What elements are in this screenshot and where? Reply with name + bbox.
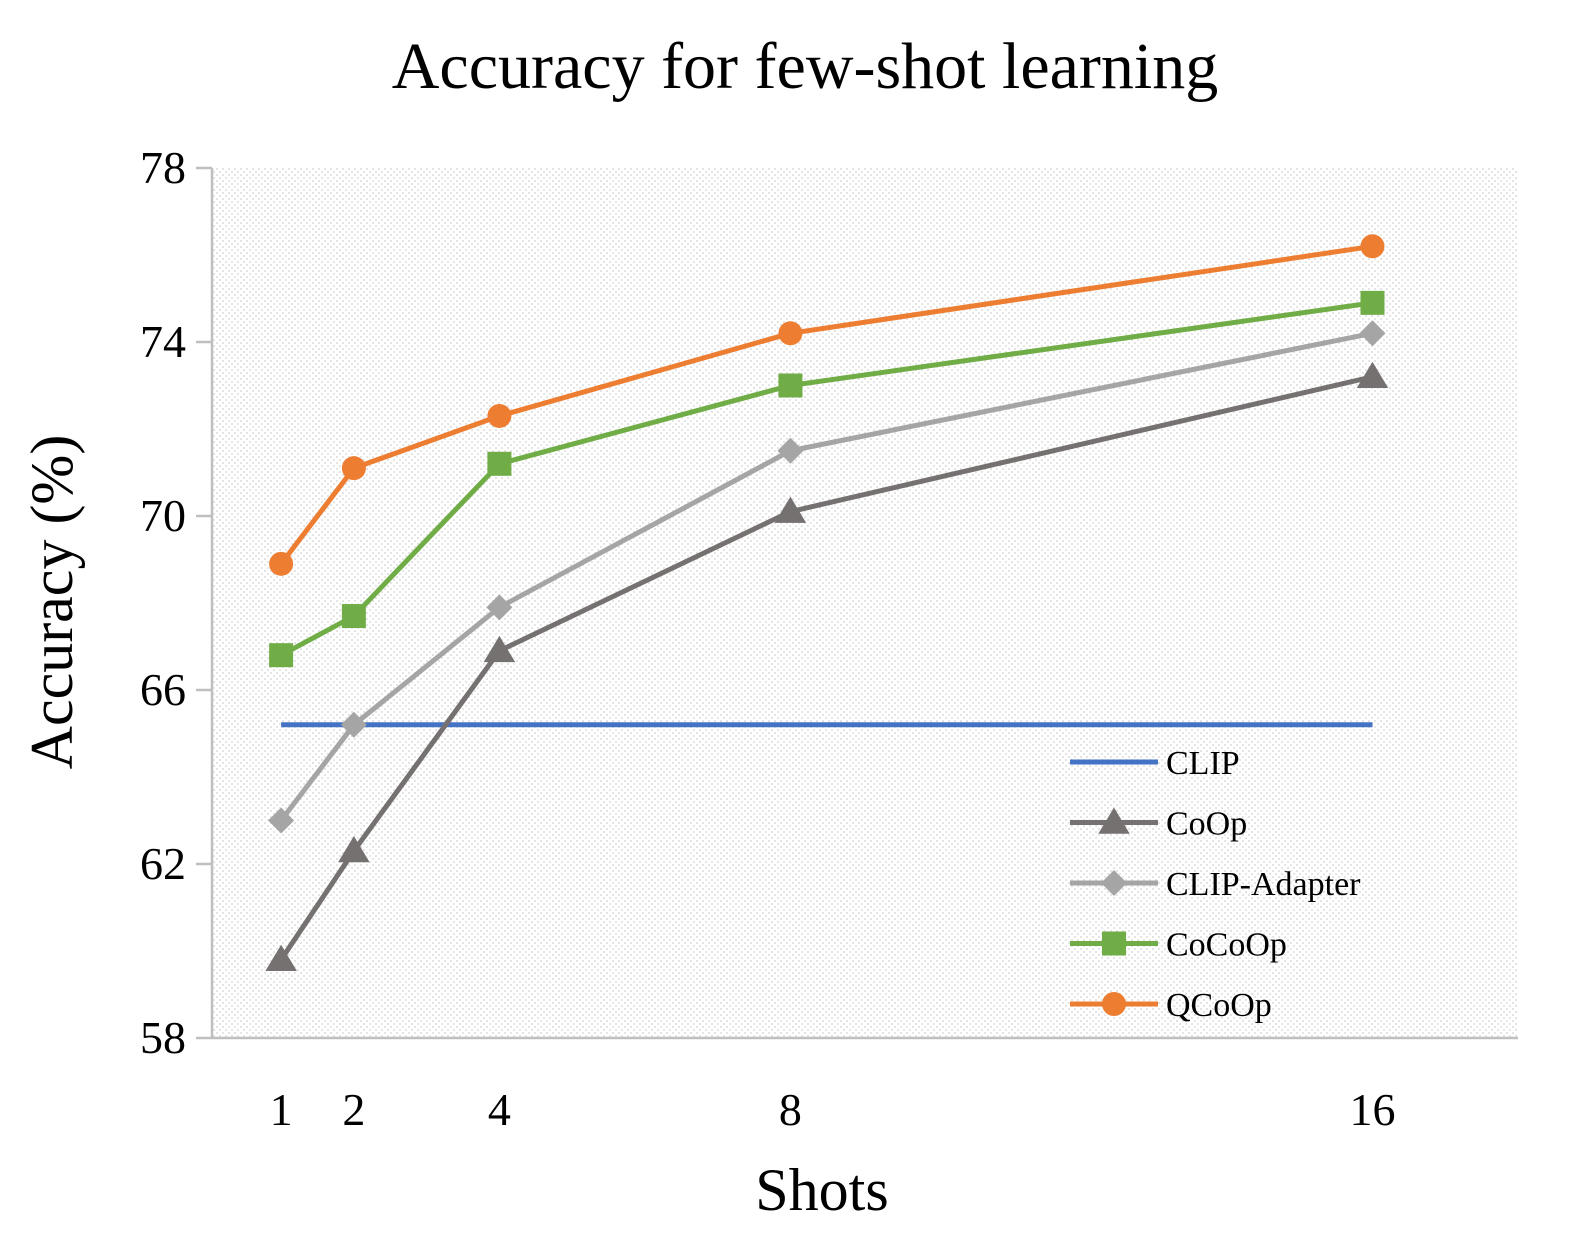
data-point-qcoop [1360,234,1385,259]
y-tick-label: 78 [140,142,186,193]
series-qcoop [269,234,1385,576]
data-point-clip-adapter [268,807,295,834]
legend-label-qcoop: QCoOp [1166,987,1272,1024]
data-point-coop [483,635,516,663]
data-point-clip-adapter [486,594,513,621]
legend-label-coop: CoOp [1166,806,1247,843]
y-tick-label: 58 [140,1012,186,1063]
legend-marker-qcoop [1102,992,1126,1016]
legend-marker-coop [1098,807,1130,834]
series-clip-adapter [268,320,1386,834]
data-point-coop [265,944,297,971]
legend-item-clip: CLIP [1070,745,1240,782]
legend-label-clip: CLIP [1166,745,1240,782]
x-tick-label: 1 [270,1084,293,1135]
series-coop [265,361,1389,971]
data-point-coop [338,835,370,863]
legend-item-coop: CoOp [1070,806,1247,843]
plot-area [212,168,1518,1038]
legend-item-cocoop: CoCoOp [1070,927,1287,964]
legend-marker-clip-adapter [1101,870,1127,896]
data-point-coop [774,496,807,523]
x-tick-label: 2 [342,1084,365,1135]
y-tick-label: 74 [140,316,186,367]
data-point-cocoop [487,451,512,476]
data-point-cocoop [269,643,294,668]
chart-title: Accuracy for few-shot learning [392,30,1218,103]
y-ticks: 58 62 66 70 74 78 [140,142,212,1063]
data-point-cocoop [341,604,366,629]
legend: CLIP CoOp CLIP-Adapter CoCoOp QCoOp [1070,745,1361,1024]
y-axis-label: Accuracy (%) [19,435,85,770]
axes [210,168,1518,1040]
legend-label-clip-adapter: CLIP-Adapter [1166,866,1361,903]
x-tick-label: 4 [488,1084,511,1135]
data-point-cocoop [1360,290,1385,315]
data-point-clip-adapter [777,437,804,464]
legend-label-cocoop: CoCoOp [1166,927,1287,964]
x-tick-label: 16 [1349,1084,1395,1135]
data-point-coop [1356,361,1389,389]
y-tick-label: 66 [140,664,186,715]
y-tick-label: 62 [140,838,186,889]
legend-item-clip-adapter: CLIP-Adapter [1070,866,1361,903]
series-cocoop [269,290,1385,668]
data-point-qcoop [778,321,803,346]
x-tick-label: 8 [779,1084,802,1135]
data-point-cocoop [778,373,803,398]
legend-item-qcoop: QCoOp [1070,987,1272,1024]
data-point-qcoop [487,403,512,428]
data-point-qcoop [269,551,294,576]
legend-marker-cocoop [1102,931,1126,956]
x-axis-label: Shots [755,1157,888,1223]
y-tick-label: 70 [140,490,186,541]
x-ticks: 1 2 4 8 16 [270,1084,1396,1135]
series-group [265,234,1389,971]
data-point-qcoop [341,456,366,481]
data-point-clip-adapter [1359,320,1386,347]
data-point-clip-adapter [340,711,367,738]
